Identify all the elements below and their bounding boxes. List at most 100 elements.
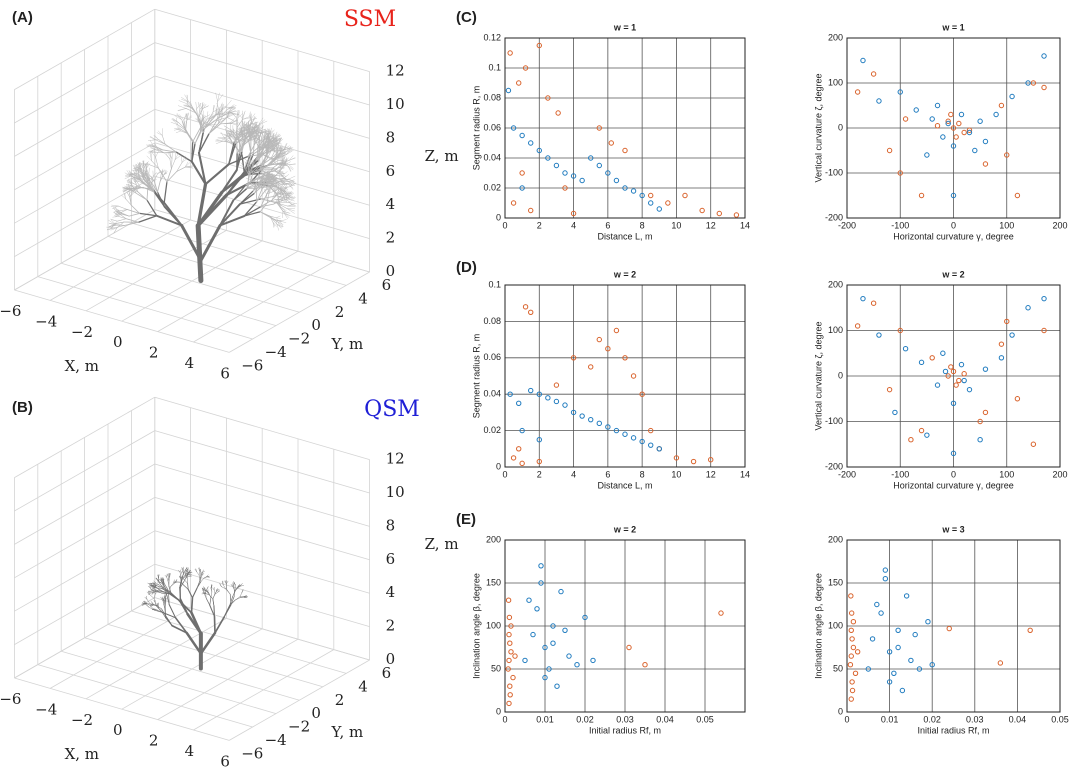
tree-branch [283,183,288,191]
tree-branch [162,579,165,583]
point [570,355,577,361]
tree-branch [188,575,192,577]
tree-branch [138,212,158,217]
tree-branch [260,129,269,133]
grid-line [14,497,155,579]
x-tick-label: 0 [502,714,507,724]
tree-branch [151,583,157,586]
tree-branch [232,586,235,591]
tree-branch [181,573,184,580]
tree-branch [114,212,120,216]
tree-branch [144,596,148,600]
y-tick-label: 0.1 [488,62,501,72]
tree-branch [271,145,277,150]
grid-line [14,42,155,124]
tree-branch [147,180,151,189]
tree-branch [162,149,177,153]
tree-branch [175,130,182,133]
tree-branch [244,130,248,136]
point [950,400,957,406]
tree-branch [247,142,256,157]
tree-branch [199,223,222,263]
tree-branch [258,146,261,161]
point [940,134,946,140]
tree-branch [133,187,144,189]
tree [141,566,248,671]
tree-branch [242,117,251,120]
tree-branch [176,114,182,120]
point [519,170,525,176]
tree-branch [198,108,203,119]
tree-branch [264,189,267,195]
tree-branch [222,111,228,116]
point [528,207,534,214]
tree-branch [237,128,243,135]
point [895,644,901,651]
tree-branch [199,631,217,655]
point [913,107,919,113]
tree-branch [264,186,274,192]
tree-branch [150,586,154,588]
tree-branch [201,114,204,122]
tree-branch [281,174,286,179]
tree-branch [239,190,254,205]
tree-branch [288,175,296,180]
tree-branch [225,135,231,140]
tree-branch [258,186,267,189]
tree-branch [169,158,172,170]
point [545,155,551,161]
tree-branch [162,597,165,601]
tree-branch [173,579,175,584]
tree-branch [271,143,276,150]
tree-branch [179,579,183,589]
tree-branch [174,616,188,634]
point [530,631,536,638]
point [542,644,548,651]
tree-branch [200,577,205,583]
tree-branch [196,581,202,589]
tree-branch [283,211,290,218]
point [510,200,517,206]
tree-branch [155,214,183,227]
tree-branch [249,140,255,142]
tree-branch [148,591,152,594]
grid-line [37,664,253,728]
tree-branch [216,117,228,121]
grid-line [154,109,370,173]
tree-branch [124,193,126,199]
point [878,610,884,616]
tree-branch [114,221,125,224]
tree-branch [277,221,283,227]
tree-branch [164,587,167,595]
tree-branch [174,128,181,131]
tree-branch [164,597,166,601]
tree-branch [262,161,265,169]
tree-branch [146,595,148,600]
tree-branch [164,598,167,601]
tree-branch [128,189,138,192]
x-tick-label: -100 [891,220,909,230]
tree-branch [180,575,183,581]
tree-branch [110,218,118,222]
tree-branch [236,129,242,134]
point [708,457,714,463]
tree-branch [242,128,248,133]
tree-branch [197,115,202,122]
tree-branch [206,586,209,590]
tree-branch [151,160,159,169]
tree [106,92,297,284]
tree-branch [140,167,146,172]
tree-branch [266,189,269,195]
point [849,679,855,685]
tree-branch [142,173,148,178]
point [929,662,935,668]
tree-branch [151,182,158,193]
tree-branch [258,120,268,126]
tree-branch [202,102,204,109]
point [550,623,556,629]
tree-branch [208,118,212,125]
y-tick-label: 0.02 [483,425,501,435]
tree-branch [229,593,232,606]
tree-branch [227,113,234,118]
tree-branch [198,567,200,571]
